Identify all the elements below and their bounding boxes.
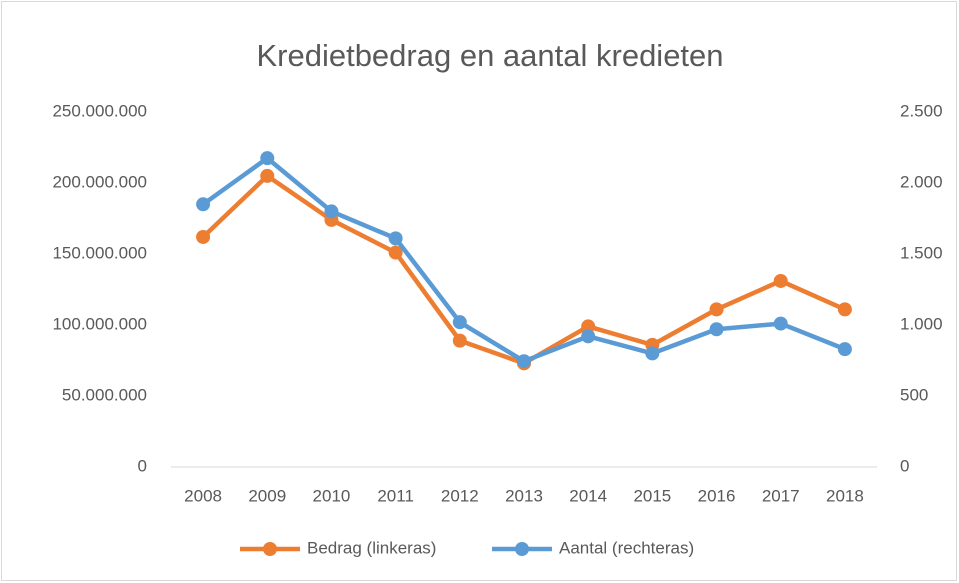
- x-tick-label: 2013: [505, 486, 543, 505]
- y-tick-label: 50.000.000: [62, 385, 147, 404]
- x-tick-label: 2009: [248, 486, 286, 505]
- y-tick-label: 200.000.000: [52, 172, 147, 191]
- x-tick-label: 2010: [313, 486, 351, 505]
- y2-tick-label: 1.500: [900, 243, 943, 262]
- data-point: [773, 316, 788, 331]
- y2-tick-label: 2.500: [900, 101, 943, 120]
- data-point: [260, 168, 275, 183]
- data-point: [581, 329, 596, 344]
- y-tick-label: 0: [138, 456, 147, 475]
- legend-marker: [515, 542, 529, 556]
- x-tick-label: 2008: [184, 486, 222, 505]
- data-point: [837, 302, 852, 317]
- x-tick-label: 2018: [826, 486, 864, 505]
- data-point: [645, 346, 660, 361]
- x-tick-label: 2015: [633, 486, 671, 505]
- data-point: [388, 245, 403, 260]
- data-point: [324, 204, 339, 219]
- y2-tick-label: 0: [900, 456, 909, 475]
- data-point: [196, 229, 211, 244]
- data-point: [196, 197, 211, 212]
- data-point: [581, 319, 596, 334]
- data-point: [837, 342, 852, 357]
- data-point: [388, 231, 403, 246]
- y-tick-label: 100.000.000: [52, 314, 147, 333]
- legend-marker: [263, 542, 277, 556]
- y-tick-label: 150.000.000: [52, 243, 147, 262]
- legend-label: Aantal (rechteras): [559, 538, 694, 557]
- chart-title: Kredietbedrag en aantal kredieten: [256, 38, 723, 73]
- y2-tick-label: 500: [900, 385, 928, 404]
- data-point: [709, 322, 724, 337]
- data-point: [452, 333, 467, 348]
- data-point: [773, 273, 788, 288]
- y-tick-label: 250.000.000: [52, 101, 147, 120]
- data-point: [709, 302, 724, 317]
- y2-tick-label: 1.000: [900, 314, 943, 333]
- data-point: [452, 315, 467, 330]
- x-tick-label: 2012: [441, 486, 479, 505]
- y2-tick-label: 2.000: [900, 172, 943, 191]
- x-tick-label: 2014: [569, 486, 607, 505]
- data-point: [517, 354, 531, 369]
- legend-label: Bedrag (linkeras): [307, 538, 436, 557]
- x-tick-label: 2017: [762, 486, 800, 505]
- x-tick-label: 2016: [698, 486, 736, 505]
- x-tick-label: 2011: [377, 486, 414, 505]
- data-point: [260, 151, 275, 166]
